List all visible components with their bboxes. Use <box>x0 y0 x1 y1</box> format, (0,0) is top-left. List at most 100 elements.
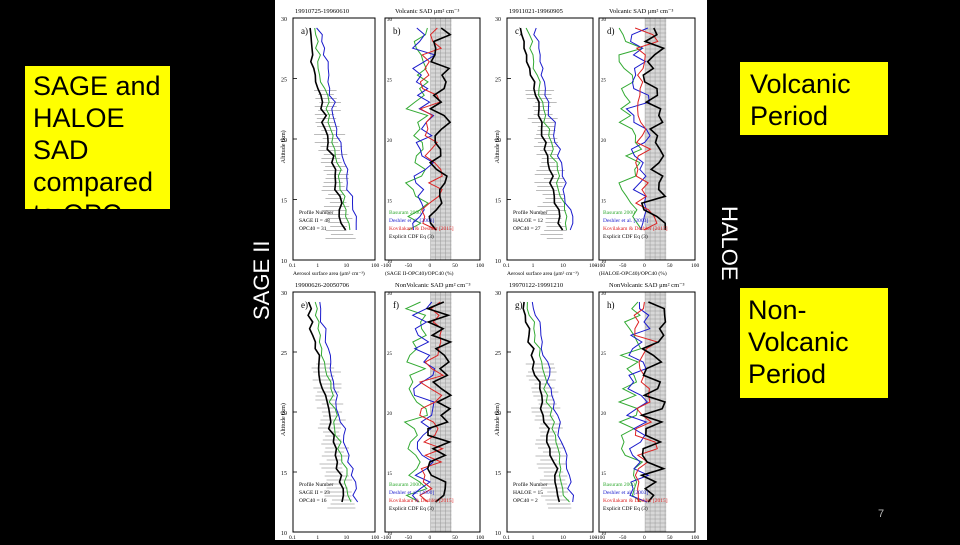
panel-header: 19900626-20050706 <box>295 282 350 289</box>
profile-label: Profile Number <box>299 209 334 216</box>
profile-line <box>633 301 659 503</box>
y-axis-label: Altitude (km) <box>494 403 501 436</box>
x-tick-label: 10 <box>560 535 566 540</box>
profile-line <box>533 27 574 231</box>
y-tick-label: 20 <box>387 412 393 417</box>
count-label: HALOE = 12 <box>513 218 543 224</box>
x-tick-label: 100 <box>691 535 700 540</box>
y-tick-label: 10 <box>495 531 501 537</box>
y-tick-label: 10 <box>495 259 501 265</box>
y-tick-label: 25 <box>495 78 501 84</box>
label-line: Volcanic <box>748 327 849 357</box>
y-tick-label: 25 <box>495 351 501 357</box>
x-tick-label: 0.1 <box>503 263 510 269</box>
panel-letter: d) <box>607 26 615 36</box>
profile-line <box>525 27 568 231</box>
legend-entry: Explicit CDF Eq (3) <box>603 505 648 512</box>
profile-line <box>531 301 575 503</box>
panel-header: Volcanic SAD μm² cm⁻³ <box>609 8 673 15</box>
y-tick-label: 25 <box>281 351 287 357</box>
title-line: compared <box>33 167 154 197</box>
y-tick-label: 15 <box>601 472 607 477</box>
non-volcanic-period-box: Non- Volcanic Period <box>740 288 888 398</box>
x-tick-label: -100 <box>381 263 391 269</box>
y-tick-label: 20 <box>601 412 607 417</box>
y-tick-label: 10 <box>281 531 287 537</box>
y-tick-label: 30 <box>601 292 607 297</box>
panel-header: NonVolcanic SAD μm² cm⁻³ <box>395 282 471 289</box>
profile-line <box>625 301 651 503</box>
legend-entry: Explicit CDF Eq (3) <box>389 505 434 512</box>
profile-line <box>403 301 428 503</box>
x-tick-label: 0 <box>429 263 432 269</box>
comparison-figure: 30 25 20 15 10 Altitude (km) 0.1 1 10 100 Aerosol … <box>275 0 707 545</box>
x-tick-label: 50 <box>667 263 673 269</box>
x-tick-label: 0 <box>643 535 646 540</box>
haloe-side-label: HALOE <box>717 206 742 281</box>
x-axis-label: Aerosol surface area (μm² cm⁻³) <box>293 270 365 277</box>
x-tick-label: -50 <box>405 535 413 540</box>
x-tick-label: 100 <box>371 263 380 269</box>
y-axis-label: Altitude (km) <box>280 130 287 163</box>
profile-line <box>618 27 645 231</box>
legend-entry: Basuram 2000 <box>603 482 635 488</box>
y-tick-label: 10 <box>387 260 393 265</box>
y-tick-label: 20 <box>601 139 607 144</box>
y-tick-label: 15 <box>281 471 287 477</box>
label-line: Volcanic <box>750 69 851 99</box>
y-tick-label: 20 <box>387 139 393 144</box>
profile-line <box>307 301 345 503</box>
y-tick-label: 10 <box>601 532 607 537</box>
uncertainty-band <box>645 292 667 532</box>
panel-letter: g) <box>515 300 523 310</box>
title-line: SAGE and <box>33 71 161 101</box>
x-tick-label: 1 <box>316 535 319 540</box>
x-tick-label: 10 <box>344 263 350 269</box>
y-tick-label: 25 <box>601 79 607 84</box>
profile-line <box>639 301 667 503</box>
count-label: SAGE II = 23 <box>299 490 330 496</box>
panel-letter: f) <box>393 300 399 310</box>
profile-label: Profile Number <box>513 209 548 216</box>
panel-header: Volcanic SAD μm² cm⁻³ <box>395 8 459 15</box>
y-tick-label: 10 <box>601 260 607 265</box>
x-tick-label: -100 <box>595 263 605 269</box>
x-tick-label: -50 <box>619 535 627 540</box>
x-axis-label: (SAGE II-OPC40)/OPC40 (%) <box>385 270 454 277</box>
title-line: to OPC <box>33 199 122 229</box>
profile-line <box>411 301 436 503</box>
opc-count-label: OPC40 = 31 <box>299 226 327 232</box>
y-tick-label: 15 <box>601 200 607 205</box>
count-label: HALOE = 15 <box>513 490 543 496</box>
x-tick-label: 10 <box>560 263 566 269</box>
y-tick-label: 25 <box>281 78 287 84</box>
y-tick-label: 15 <box>495 471 501 477</box>
profile-label: Profile Number <box>513 481 548 488</box>
x-tick-label: 10 <box>344 535 350 540</box>
y-tick-label: 10 <box>387 532 393 537</box>
x-tick-label: 100 <box>371 535 380 540</box>
y-tick-label: 30 <box>281 291 287 297</box>
x-tick-label: -50 <box>405 263 413 269</box>
label-line: Non- <box>748 295 807 325</box>
profile-line <box>428 27 452 231</box>
y-tick-label: 25 <box>601 352 607 357</box>
y-axis-label: Altitude (km) <box>280 403 287 436</box>
profile-line <box>522 301 561 503</box>
x-tick-label: 0.1 <box>289 263 296 269</box>
panel-letter: b) <box>393 26 401 36</box>
legend-entry: Kovilakam & Deshler [2015] <box>603 226 668 232</box>
profile-line <box>316 27 357 230</box>
profile-label: Profile Number <box>299 481 334 488</box>
label-line: Period <box>748 359 827 389</box>
y-tick-label: 30 <box>281 17 287 23</box>
x-tick-label: 0 <box>429 535 432 540</box>
x-tick-label: 100 <box>476 535 485 540</box>
legend-entry: Kovilakam & Deshler [2015] <box>389 498 454 504</box>
panel-header: NonVolcanic SAD μm² cm⁻³ <box>609 282 685 289</box>
profile-line <box>411 27 437 231</box>
y-tick-label: 20 <box>495 411 501 417</box>
x-tick-label: 0.1 <box>503 535 510 540</box>
legend-entry: Deshler et al. [2003] <box>389 218 434 224</box>
legend-entry: Deshler et al. [2003] <box>603 490 648 496</box>
